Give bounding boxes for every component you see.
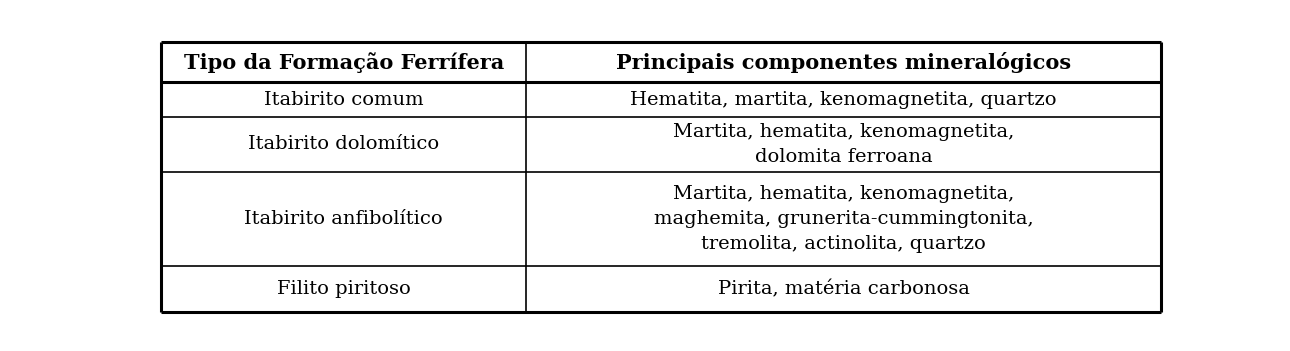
Text: Itabirito dolomítico: Itabirito dolomítico (248, 135, 440, 153)
Text: Martita, hematita, kenomagnetita,
maghemita, grunerita-cummingtonita,
tremolita,: Martita, hematita, kenomagnetita, maghem… (654, 185, 1033, 253)
Text: Principais componentes mineralógicos: Principais componentes mineralógicos (617, 52, 1071, 73)
Text: Tipo da Formação Ferrífera: Tipo da Formação Ferrífera (183, 52, 504, 73)
Text: Hematita, martita, kenomagnetita, quartzo: Hematita, martita, kenomagnetita, quartz… (631, 91, 1057, 108)
Text: Filito piritoso: Filito piritoso (277, 280, 410, 298)
Text: Itabirito anfibolítico: Itabirito anfibolítico (244, 210, 442, 228)
Text: Pirita, matéria carbonosa: Pirita, matéria carbonosa (717, 280, 970, 298)
Text: Itabirito comum: Itabirito comum (264, 91, 423, 108)
Text: Martita, hematita, kenomagnetita,
dolomita ferroana: Martita, hematita, kenomagnetita, dolomi… (673, 123, 1014, 166)
